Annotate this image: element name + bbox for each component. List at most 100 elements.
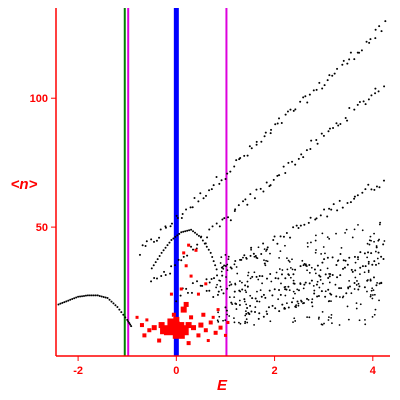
black-point	[340, 247, 343, 249]
black-point	[369, 38, 372, 41]
black-point	[162, 249, 165, 252]
black-point	[270, 280, 273, 283]
black-point	[294, 163, 297, 166]
black-point	[255, 275, 258, 278]
black-point	[328, 207, 331, 210]
black-point	[348, 279, 351, 282]
black-point	[346, 201, 349, 204]
black-point	[196, 243, 199, 246]
black-point	[348, 256, 351, 259]
black-point	[182, 230, 185, 233]
black-point	[369, 295, 372, 298]
black-point	[266, 312, 269, 315]
red-point	[167, 318, 176, 327]
black-point	[145, 240, 148, 243]
black-point	[279, 250, 282, 253]
black-point	[186, 229, 189, 232]
black-point	[259, 289, 262, 292]
black-point	[242, 200, 245, 203]
black-point	[347, 318, 350, 321]
x-tick-label: -2	[73, 365, 83, 377]
black-point	[233, 290, 236, 293]
black-point	[299, 282, 302, 285]
red-point	[169, 292, 173, 296]
black-point	[297, 226, 300, 229]
black-point	[335, 122, 338, 125]
black-point	[366, 256, 369, 259]
black-point	[150, 280, 153, 283]
black-point	[328, 300, 331, 302]
red-point	[218, 325, 223, 330]
black-point	[286, 110, 289, 113]
black-point	[340, 287, 343, 290]
black-point	[335, 232, 337, 235]
black-point	[247, 274, 249, 277]
black-point	[373, 260, 376, 263]
black-point	[344, 231, 346, 234]
black-point	[65, 300, 68, 303]
black-point	[334, 283, 337, 286]
black-point	[226, 287, 229, 290]
black-point	[238, 321, 240, 324]
red-point	[204, 282, 208, 286]
black-point	[216, 283, 218, 286]
black-point	[300, 153, 303, 156]
black-point	[345, 292, 348, 295]
black-point	[255, 143, 258, 146]
black-point	[295, 306, 297, 309]
black-point	[370, 252, 373, 255]
black-point	[263, 259, 265, 262]
black-point	[155, 239, 158, 242]
black-point	[367, 262, 370, 265]
black-point	[304, 281, 307, 284]
black-point	[328, 275, 331, 278]
black-point	[181, 212, 184, 215]
black-point	[330, 316, 333, 319]
black-point	[272, 238, 275, 241]
black-point	[210, 188, 213, 191]
black-point	[323, 208, 326, 211]
black-point	[227, 255, 230, 258]
black-point	[382, 179, 385, 182]
black-point	[159, 228, 162, 231]
black-point	[330, 208, 333, 211]
black-point	[315, 139, 318, 142]
black-point	[312, 285, 315, 287]
black-point	[307, 221, 310, 224]
black-point	[215, 286, 218, 289]
black-point	[228, 284, 231, 287]
black-point	[144, 245, 147, 248]
black-point	[126, 318, 129, 321]
black-point	[258, 300, 261, 303]
black-point	[358, 285, 361, 288]
black-point	[288, 289, 291, 292]
black-point	[286, 268, 289, 271]
black-point	[180, 259, 183, 262]
black-point	[81, 295, 84, 298]
black-point	[307, 298, 310, 301]
black-point	[169, 225, 172, 228]
black-point	[368, 243, 371, 246]
black-point	[281, 303, 284, 306]
black-point	[233, 263, 236, 266]
black-point	[265, 310, 268, 313]
black-point	[338, 287, 341, 290]
black-point	[255, 140, 258, 143]
black-point	[223, 264, 226, 267]
black-point	[230, 267, 233, 270]
black-point	[361, 191, 364, 194]
black-point	[260, 295, 263, 298]
black-point	[311, 298, 314, 301]
black-point	[116, 306, 119, 309]
black-point	[299, 265, 302, 268]
black-point	[59, 302, 62, 305]
black-point	[271, 294, 274, 297]
black-point	[233, 296, 236, 298]
black-point	[178, 232, 181, 235]
black-point	[208, 289, 211, 292]
black-point	[120, 311, 123, 314]
black-point	[356, 194, 359, 197]
black-point	[324, 273, 327, 276]
black-point	[369, 278, 372, 281]
black-point	[210, 277, 213, 280]
